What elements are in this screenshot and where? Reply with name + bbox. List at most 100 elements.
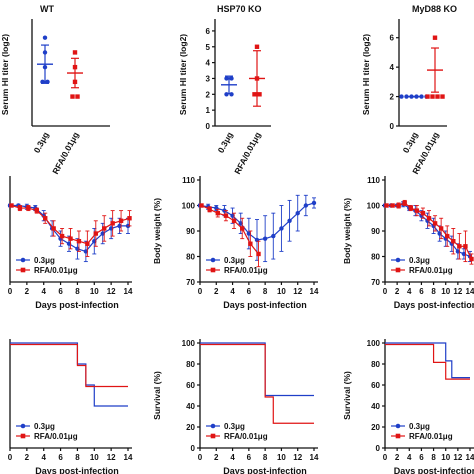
data-point (223, 213, 229, 218)
data-point (42, 35, 48, 40)
data-point (295, 210, 300, 216)
data-point (271, 233, 276, 239)
y-tick-label: 60 (186, 381, 195, 390)
legend-label: 0.3μg (224, 256, 245, 265)
data-point (254, 76, 260, 81)
y-tick-label: 0 (390, 122, 395, 131)
data-point (287, 218, 292, 223)
legend-label: RFA/0.01μg (34, 266, 78, 275)
data-point (26, 205, 31, 211)
data-point (93, 231, 98, 236)
survival-curve (10, 343, 128, 388)
data-point (118, 218, 124, 223)
y-tick-label: 80 (186, 360, 195, 369)
legend-marker (20, 423, 26, 429)
data-point (256, 251, 261, 257)
y-tick-label: 70 (186, 278, 195, 287)
survival-curve (10, 342, 128, 407)
data-point (231, 218, 237, 223)
data-point (17, 205, 23, 211)
x-tick-label: 4 (407, 453, 412, 462)
x-tick-label: 4 (41, 453, 46, 462)
data-point (224, 76, 229, 81)
data-point (59, 233, 65, 239)
data-point (42, 64, 48, 70)
y-tick-label: 6 (206, 27, 211, 36)
panel-surv_hsp70: 0 20 40 60 80 100 Survival (%) 0 2 4 6 8 10 12 14Days … (152, 339, 319, 474)
legend-label: 0.3μg (34, 256, 55, 265)
x-tick-label: 12 (293, 453, 302, 462)
legend-marker (20, 257, 26, 263)
panel-surv_wt: 0 2 4 6 8 10 12 14 Days post-infection 0.3μgRFA/0… (8, 339, 133, 474)
panel-title: HSP70 KO (217, 4, 262, 14)
x-tick-label: 2 (395, 453, 400, 462)
x-tick-label: 8 (263, 287, 268, 296)
data-point (408, 205, 413, 211)
x-tick-label: 8 (75, 453, 80, 462)
legend-label: RFA/0.01μg (224, 266, 268, 275)
x-axis-title: Days post-infection (223, 466, 307, 474)
y-axis-title: Survival (%) (152, 371, 162, 420)
survival-curve (385, 342, 470, 379)
x-tick-label: 2 (25, 287, 30, 296)
y-tick-label: 4 (390, 63, 395, 72)
x-tick-label: 14 (466, 453, 474, 462)
x-tick-label: 0 (383, 287, 388, 296)
data-point (469, 256, 474, 262)
data-point (72, 64, 78, 70)
x-tick-label: 4 (230, 453, 235, 462)
data-point (451, 239, 456, 244)
data-point (402, 200, 407, 206)
data-point (384, 203, 389, 208)
y-tick-label: 60 (371, 381, 380, 390)
x-tick-label: 8 (263, 453, 268, 462)
data-point (85, 241, 90, 246)
y-tick-label: 40 (371, 402, 380, 411)
x-tick-label: 6 (419, 287, 424, 296)
data-point (445, 233, 450, 239)
x-tick-label: 12 (107, 287, 116, 296)
y-tick-label: 100 (182, 202, 196, 211)
y-tick-label: 0 (191, 444, 196, 453)
data-point (40, 79, 45, 85)
y-tick-label: 20 (371, 423, 380, 432)
x-tick-label: 4 (230, 287, 235, 296)
data-point (396, 203, 401, 208)
y-tick-label: 2 (206, 90, 211, 99)
y-tick-label: 80 (186, 253, 195, 262)
data-point (404, 94, 409, 99)
x-tick-label: 0 (8, 287, 13, 296)
data-point (463, 244, 468, 249)
x-tick-label: 6 (58, 287, 63, 296)
x-tick-label: 2 (214, 287, 219, 296)
data-point (399, 94, 404, 99)
data-point (262, 236, 268, 241)
panel-titer_hsp70: 0 1 2 3 4 5 6 Serum HI titer (log2) HSP70 KO 0.3μ… (178, 4, 271, 176)
y-axis-title: Serum HI titer (log2) (0, 34, 10, 115)
x-tick-label: 4 (41, 287, 46, 296)
data-point (224, 92, 229, 97)
data-point (303, 203, 309, 208)
x-tick-label: 10 (90, 287, 99, 296)
x-tick-label: 12 (453, 453, 462, 462)
data-point (426, 216, 432, 221)
legend-marker (210, 267, 216, 273)
x-tick-label: 14 (310, 287, 319, 296)
category-tick-label: 0.3μg (216, 130, 235, 154)
legend-marker (395, 423, 401, 429)
data-point (409, 94, 414, 99)
x-tick-label: 2 (25, 453, 30, 462)
y-axis-title: Serum HI titer (log2) (361, 34, 371, 115)
data-point (45, 79, 50, 85)
y-tick-label: 110 (182, 176, 195, 185)
legend-label: 0.3μg (224, 422, 245, 431)
data-point (110, 221, 115, 226)
legend-label: RFA/0.01μg (34, 432, 78, 441)
x-tick-label: 10 (441, 453, 450, 462)
legend-marker (210, 257, 216, 263)
data-point (257, 92, 262, 97)
x-axis-title: Days post-infection (223, 300, 307, 310)
legend-marker (20, 433, 26, 439)
